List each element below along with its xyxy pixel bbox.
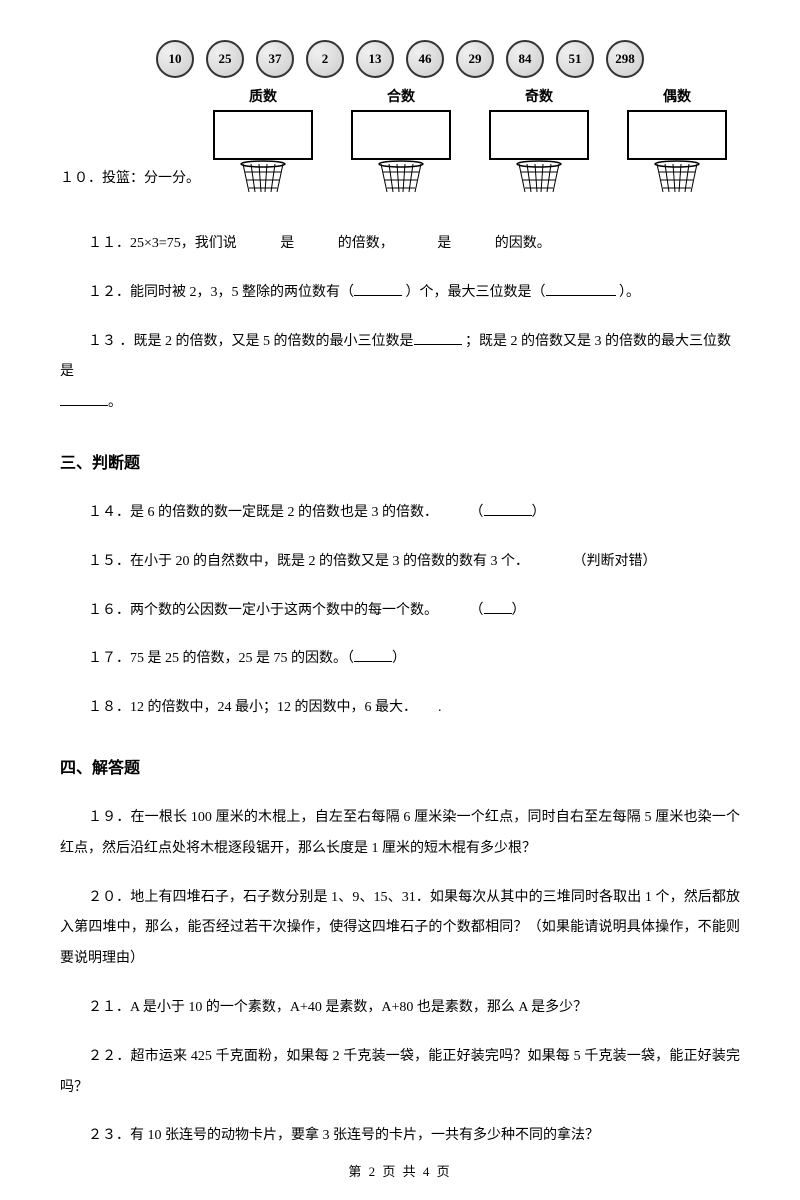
basket-group: 合数: [351, 86, 451, 195]
blank: [484, 600, 512, 614]
blank: [354, 648, 392, 662]
question-16: １６．两个数的公因数一定小于这两个数中的每一个数。 （ ）: [60, 596, 740, 627]
q13-part: 。: [108, 395, 122, 410]
basket-group: 质数: [213, 86, 313, 195]
question-19: １９．在一根长 100 厘米的木棍上，自左至右每隔 6 厘米染一个红点，同时自右…: [60, 803, 740, 865]
q16-part: ）: [512, 603, 526, 618]
question-21: ２１．A 是小于 10 的一个素数，A+40 是素数，A+80 也是素数，那么 …: [60, 993, 740, 1024]
ball: 13: [356, 40, 394, 78]
q14-part: １４．是 6 的倍数的数一定既是 2 的倍数也是 3 的倍数．: [88, 505, 438, 520]
question-23: ２３．有 10 张连号的动物卡片，要拿 3 张连号的卡片，一共有多少种不同的拿法…: [60, 1121, 740, 1152]
basket-label: 奇数: [525, 86, 553, 106]
section-4-title: 四、解答题: [60, 754, 740, 778]
ball: 84: [506, 40, 544, 78]
baskets-row: 质数 合数 奇数: [200, 86, 740, 195]
q11-part: 是: [280, 236, 294, 251]
q14-part: （: [470, 505, 484, 520]
blank: [414, 331, 462, 345]
page-footer: 第 2 页 共 4 页: [0, 1161, 800, 1180]
basket-group: 奇数: [489, 86, 589, 195]
ball: 10: [156, 40, 194, 78]
question-11: １１．25×3=75，我们说 是 的倍数， 是 的因数。: [60, 229, 740, 260]
question-14: １４．是 6 的倍数的数一定既是 2 的倍数也是 3 的倍数． （ ）: [60, 498, 740, 529]
q12-part: ）。: [619, 285, 640, 300]
ball: 37: [256, 40, 294, 78]
basket-label: 偶数: [663, 86, 691, 106]
q15-part: １５．在小于 20 的自然数中，既是 2 的倍数又是 3 的倍数的数有 3 个．: [88, 554, 529, 569]
q11-part: 是: [437, 236, 451, 251]
q12-part: ）个，最大三位数是（: [406, 285, 546, 300]
basket-box: [489, 110, 589, 160]
section-3-title: 三、判断题: [60, 449, 740, 473]
basket-label: 合数: [387, 86, 415, 106]
question-12: １２．能同时被 2，3，5 整除的两位数有（ ）个，最大三位数是（ ）。: [60, 278, 740, 309]
q12-part: １２．能同时被 2，3，5 整除的两位数有（: [88, 285, 354, 300]
basket-box: [351, 110, 451, 160]
blank: [354, 282, 402, 296]
question-13: １３ ．既是 2 的倍数，又是 5 的倍数的最小三位数是 ；既是 2 的倍数又是…: [60, 327, 740, 419]
basket-box: [627, 110, 727, 160]
question-17: １７．75 是 25 的倍数，25 是 75 的因数。（ ）: [60, 644, 740, 675]
basket-box: [213, 110, 313, 160]
question-22: ２２．超市运来 425 千克面粉，如果每 2 千克装一袋，能正好装完吗？如果每 …: [60, 1042, 740, 1104]
q16-part: １６．两个数的公因数一定小于这两个数中的每一个数。: [88, 603, 438, 618]
q17-part: ）: [392, 651, 406, 666]
question-15: １５．在小于 20 的自然数中，既是 2 的倍数又是 3 的倍数的数有 3 个．…: [60, 547, 740, 578]
ball: 51: [556, 40, 594, 78]
ball: 46: [406, 40, 444, 78]
q17-part: １７．75 是 25 的倍数，25 是 75 的因数。（: [88, 651, 354, 666]
basket-net-icon: [239, 160, 287, 195]
question-10-row: １０．投篮：分一分。 质数 合数 奇数: [60, 86, 740, 199]
ball: 29: [456, 40, 494, 78]
question-10: １０．投篮：分一分。: [60, 167, 200, 199]
blank: [546, 282, 616, 296]
basket-group: 偶数: [627, 86, 727, 195]
ball: 2: [306, 40, 344, 78]
ball: 25: [206, 40, 244, 78]
q15-part: （判断对错）: [573, 554, 657, 569]
q13-part: １３ ．既是 2 的倍数，又是 5 的倍数的最小三位数是: [88, 334, 414, 349]
q16-part: （: [470, 603, 484, 618]
q11-part: １１．25×3=75，我们说: [88, 236, 237, 251]
basket-net-icon: [377, 160, 425, 195]
blank: [484, 502, 532, 516]
basketball-diagram: 10 25 37 2 13 46 29 84 51 298: [60, 40, 740, 86]
q14-part: ）: [532, 505, 546, 520]
basket-label: 质数: [249, 86, 277, 106]
basket-net-icon: [515, 160, 563, 195]
question-18: １８．12 的倍数中，24 最小；12 的因数中，6 最大． .: [60, 693, 740, 724]
question-20: ２０．地上有四堆石子，石子数分别是 1、9、15、31．如果每次从其中的三堆同时…: [60, 883, 740, 975]
ball: 298: [606, 40, 644, 78]
q11-part: 的因数。: [495, 236, 551, 251]
basket-net-icon: [653, 160, 701, 195]
blank: [60, 392, 108, 406]
balls-row: 10 25 37 2 13 46 29 84 51 298: [60, 40, 740, 78]
q11-part: 的倍数，: [338, 236, 394, 251]
